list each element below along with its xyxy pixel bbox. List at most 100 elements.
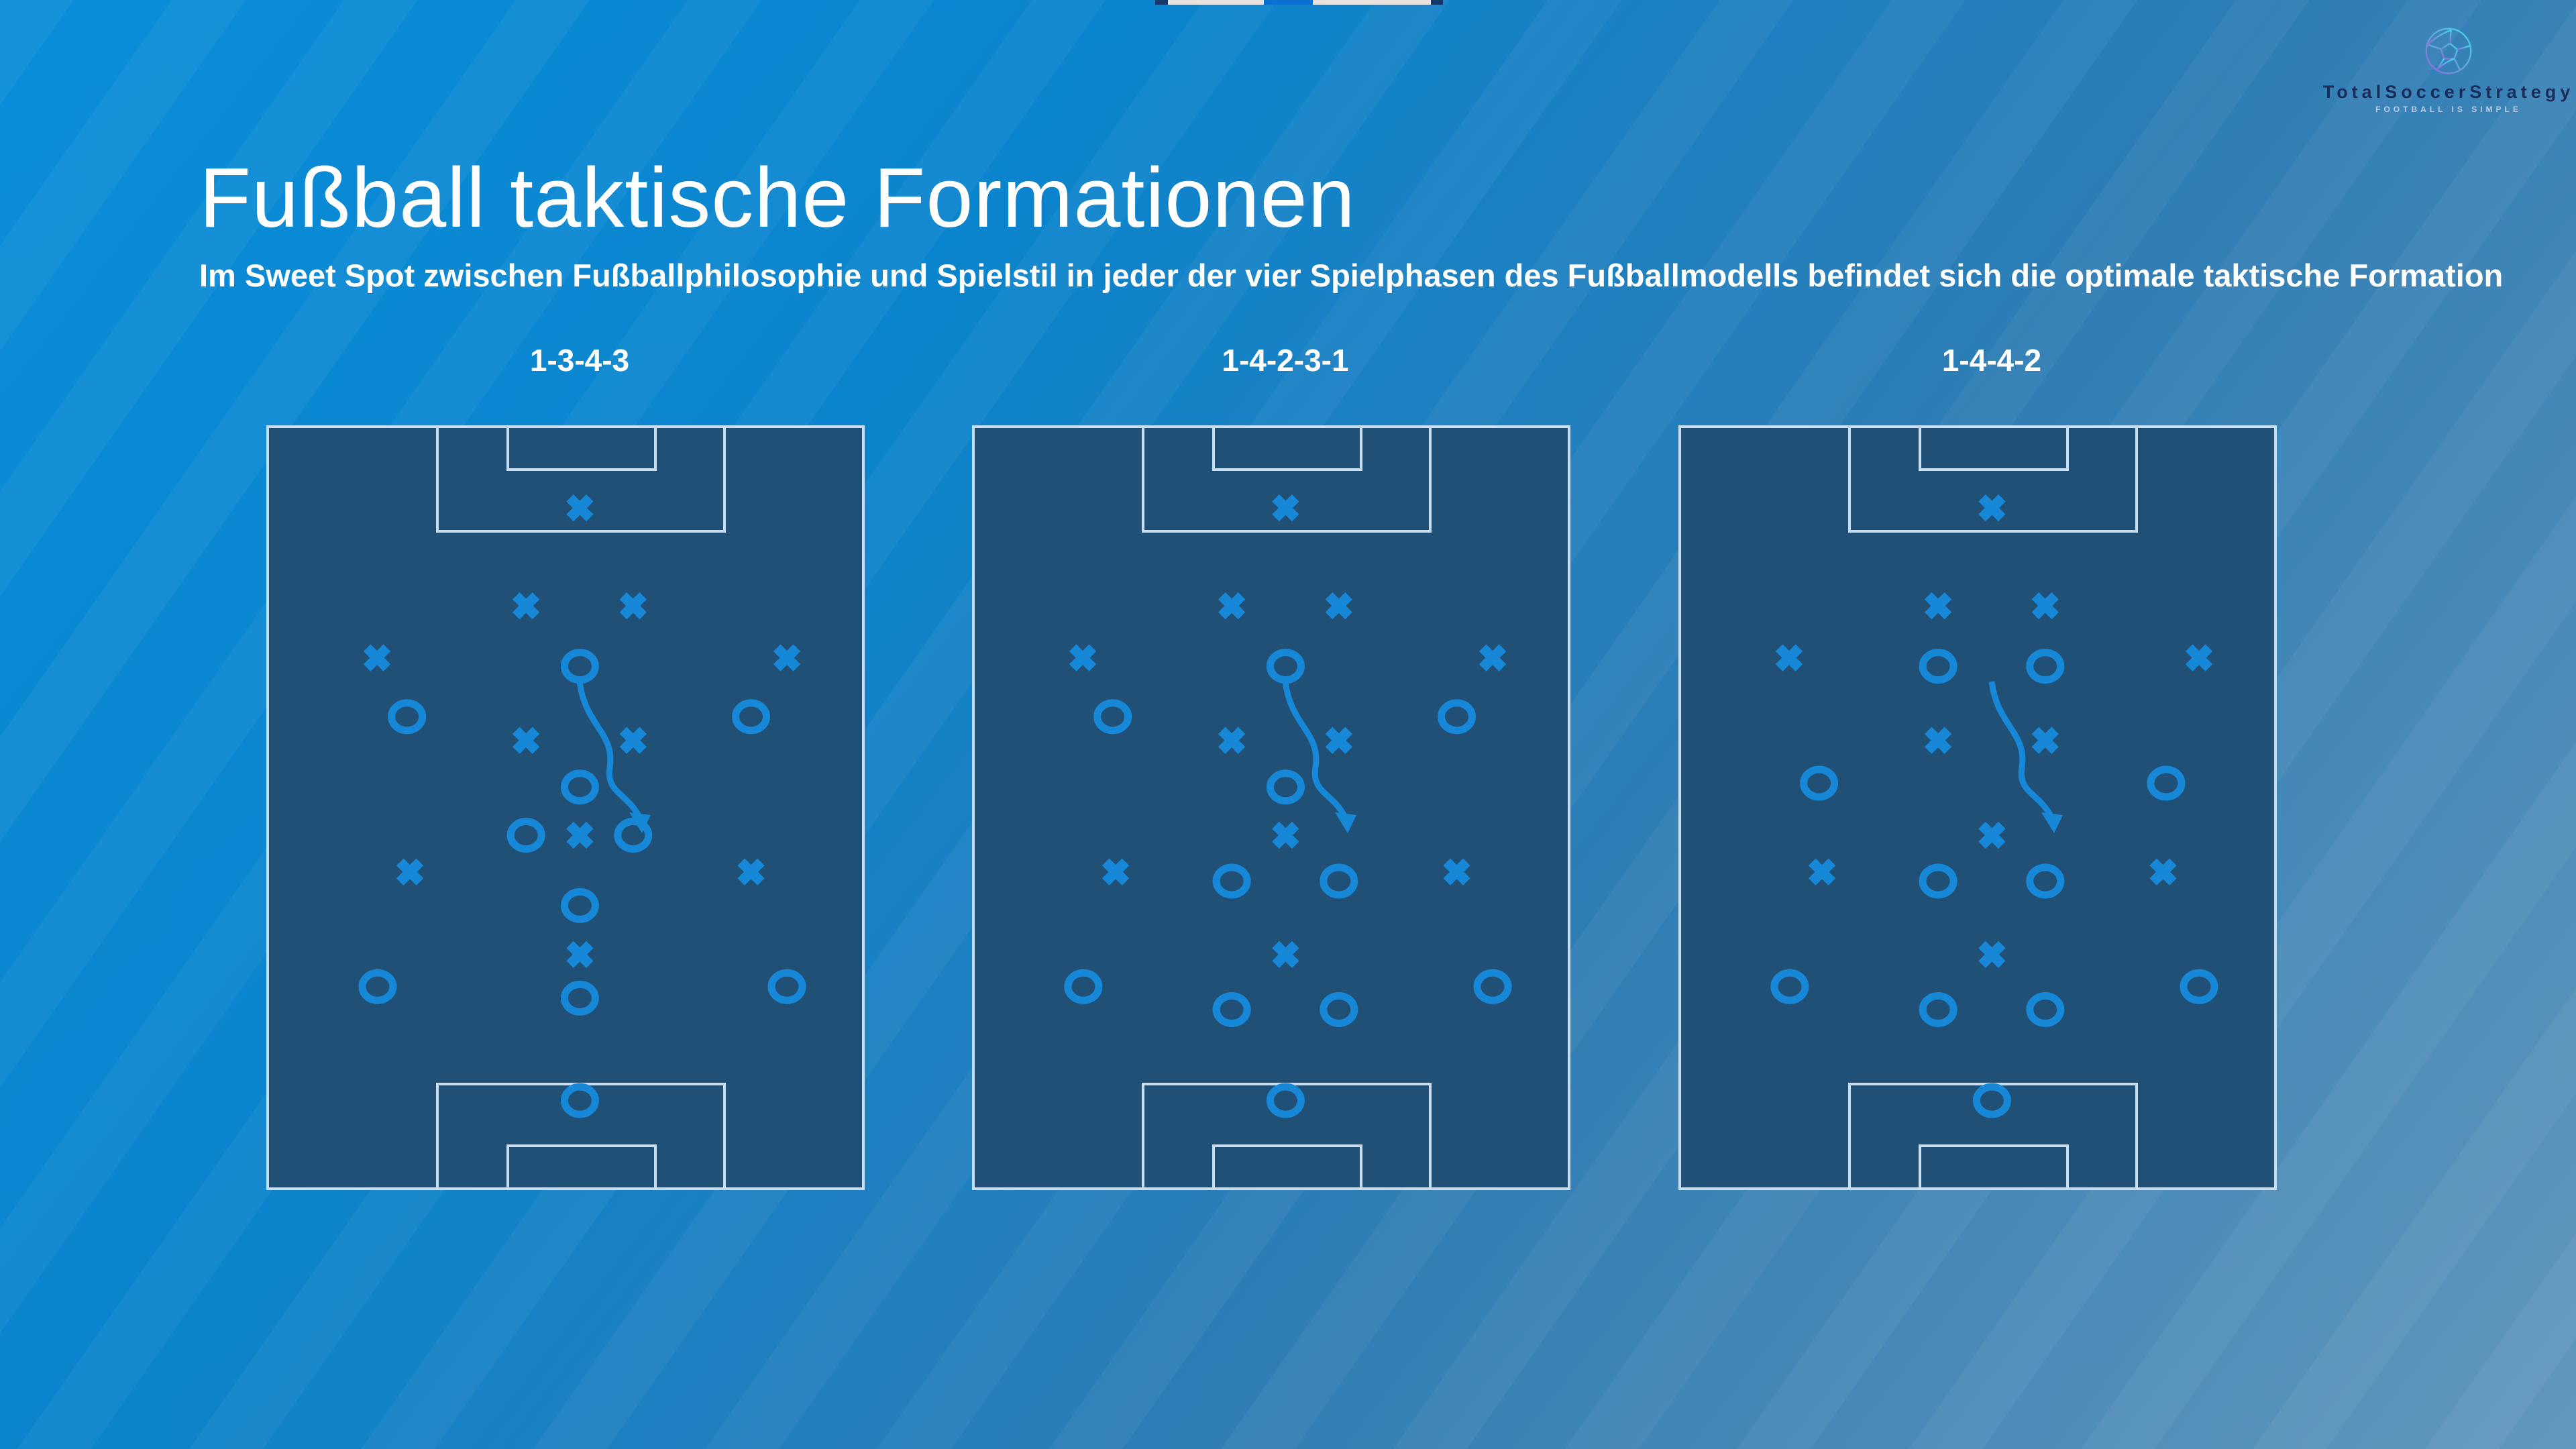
player-marker-x bbox=[1808, 858, 1836, 885]
brand-logo: TotalSoccerStrategy FOOTBALL IS SIMPLE bbox=[2321, 25, 2576, 114]
pitch-marking bbox=[506, 425, 657, 471]
player-marker-x bbox=[2031, 727, 2059, 754]
player-marker-x bbox=[1479, 644, 1507, 672]
player-marker-o bbox=[1919, 991, 1957, 1027]
player-marker-o bbox=[1266, 649, 1305, 684]
movement-arrow bbox=[576, 681, 643, 819]
player-marker-x bbox=[2185, 644, 2213, 672]
movement-arrow bbox=[1282, 681, 1348, 819]
top-edge-strip bbox=[1155, 0, 1443, 5]
strip-segment bbox=[1431, 0, 1443, 5]
player-marker-x bbox=[2031, 592, 2059, 620]
pitch-marking bbox=[1678, 425, 2277, 1190]
player-marker-x bbox=[1775, 644, 1803, 672]
player-marker-o bbox=[560, 888, 599, 923]
pitch-drawing bbox=[972, 425, 1570, 1190]
player-marker-x bbox=[1218, 727, 1246, 754]
player-marker-x bbox=[1325, 727, 1352, 754]
pitch-drawing bbox=[266, 425, 865, 1190]
formation-diagram-1-3-4-3: 1-3-4-3 bbox=[266, 343, 865, 1190]
player-marker-o bbox=[1770, 969, 1809, 1004]
soccer-ball-icon bbox=[2425, 28, 2472, 74]
player-marker-x bbox=[773, 644, 801, 672]
player-marker-o bbox=[1320, 863, 1358, 899]
player-marker-o bbox=[506, 818, 545, 853]
player-marker-x bbox=[1325, 592, 1352, 620]
pitch-marking bbox=[1212, 425, 1362, 471]
player-marker-o bbox=[1212, 991, 1251, 1027]
strip-segment bbox=[1264, 0, 1313, 5]
player-marker-o bbox=[2147, 765, 2186, 801]
brand-name: TotalSoccerStrategy bbox=[2322, 82, 2575, 102]
player-marker-o bbox=[1919, 863, 1957, 899]
movement-arrow-head bbox=[1335, 812, 1356, 833]
strip-segment bbox=[1155, 0, 1168, 5]
player-marker-x bbox=[1978, 941, 2006, 969]
player-marker-x bbox=[1102, 858, 1130, 885]
player-marker-o bbox=[388, 699, 427, 735]
player-marker-x bbox=[566, 941, 594, 969]
player-marker-x bbox=[2149, 858, 2177, 885]
strip-segment bbox=[1168, 0, 1264, 5]
player-marker-x bbox=[1978, 821, 2006, 849]
formation-diagram-1-4-2-3-1: 1-4-2-3-1 bbox=[972, 343, 1570, 1190]
page-subtitle: Im Sweet Spot zwischen Fußballphilosophi… bbox=[199, 258, 2504, 293]
player-marker-o bbox=[560, 649, 599, 684]
player-marker-o bbox=[1320, 991, 1358, 1027]
player-marker-o bbox=[1064, 969, 1103, 1004]
player-marker-o bbox=[560, 769, 599, 805]
player-marker-o bbox=[2026, 991, 2065, 1027]
formation-diagram-1-4-4-2: 1-4-4-2 bbox=[1678, 343, 2277, 1190]
player-marker-o bbox=[1972, 1083, 2011, 1118]
player-marker-x bbox=[566, 494, 594, 522]
player-marker-o bbox=[2180, 969, 2218, 1004]
player-marker-o bbox=[2026, 863, 2065, 899]
strip-segment bbox=[1313, 0, 1431, 5]
formation-label: 1-4-4-2 bbox=[1941, 343, 2042, 378]
player-marker-o bbox=[560, 1083, 599, 1118]
player-marker-x bbox=[512, 727, 540, 754]
player-marker-o bbox=[732, 699, 771, 735]
player-marker-x bbox=[363, 644, 391, 672]
pitch-marking bbox=[1212, 1144, 1362, 1190]
player-marker-o bbox=[1266, 1083, 1305, 1118]
player-marker-x bbox=[1272, 494, 1299, 522]
player-marker-o bbox=[614, 818, 653, 853]
player-marker-x bbox=[1069, 644, 1097, 672]
player-marker-o bbox=[1212, 863, 1251, 899]
pitch-marking bbox=[972, 425, 1570, 1190]
player-marker-o bbox=[767, 969, 806, 1004]
player-marker-x bbox=[512, 592, 540, 620]
player-marker-x bbox=[1218, 592, 1246, 620]
formation-label: 1-3-4-3 bbox=[529, 343, 630, 378]
formation-label: 1-4-2-3-1 bbox=[1222, 343, 1349, 378]
player-marker-o bbox=[1093, 699, 1132, 735]
pitch-marking bbox=[506, 1144, 657, 1190]
player-marker-x bbox=[1272, 941, 1299, 969]
player-marker-o bbox=[1473, 969, 1512, 1004]
player-marker-o bbox=[1800, 765, 1839, 801]
player-marker-x bbox=[1924, 592, 1952, 620]
movement-arrow-head bbox=[629, 812, 651, 833]
player-marker-x bbox=[619, 592, 647, 620]
player-marker-o bbox=[2026, 649, 2065, 684]
brand-tagline: FOOTBALL IS SIMPLE bbox=[2375, 105, 2522, 114]
player-marker-x bbox=[396, 858, 424, 885]
page-title: Fußball taktische Formationen bbox=[199, 150, 1356, 246]
player-marker-o bbox=[1266, 769, 1305, 805]
pitch-marking bbox=[1919, 1144, 2069, 1190]
pitch-marking bbox=[266, 425, 865, 1190]
pitch-drawing bbox=[1678, 425, 2277, 1190]
player-marker-x bbox=[619, 727, 647, 754]
player-marker-o bbox=[560, 980, 599, 1016]
player-marker-x bbox=[1272, 821, 1299, 849]
movement-arrow-head bbox=[2041, 812, 2063, 833]
pitch-marking bbox=[1919, 425, 2069, 471]
player-marker-o bbox=[1919, 649, 1957, 684]
player-marker-o bbox=[1438, 699, 1477, 735]
player-marker-x bbox=[737, 858, 765, 885]
player-marker-x bbox=[1924, 727, 1952, 754]
player-marker-o bbox=[358, 969, 397, 1004]
player-marker-x bbox=[566, 821, 594, 849]
